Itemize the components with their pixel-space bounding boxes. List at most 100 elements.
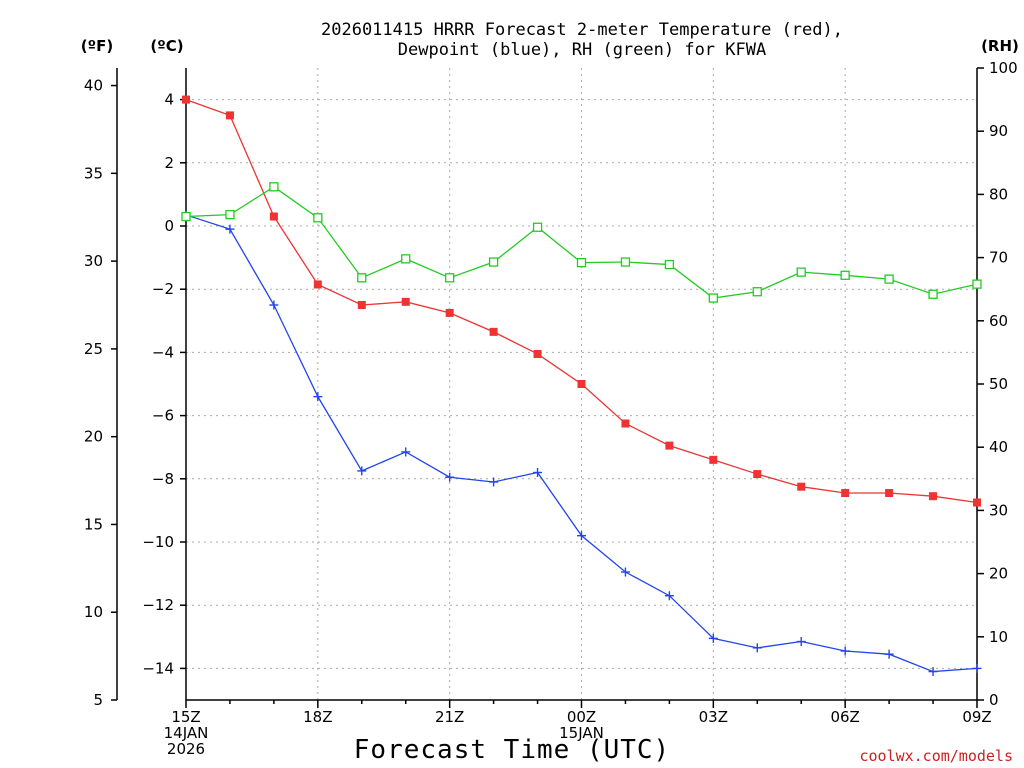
dewpoint-point — [357, 466, 367, 476]
rh-point — [796, 267, 806, 277]
dewpoint-point — [533, 467, 543, 477]
dewpoint-point — [972, 663, 982, 673]
rh-tick-label: 0 — [989, 691, 999, 709]
celsius-tick-label: −14 — [142, 659, 174, 677]
temperature-point — [753, 470, 762, 479]
rh-tick-label: 40 — [989, 438, 1008, 456]
celsius-tick-label: −4 — [152, 343, 174, 361]
x-tick-label: 15JAN — [559, 724, 604, 742]
x-tick-label: 06Z — [830, 708, 859, 726]
rh-point — [620, 257, 631, 267]
fahrenheit-tick-label: 10 — [84, 603, 103, 621]
dewpoint-point — [664, 591, 674, 601]
fahrenheit-unit-label: (ºF) — [81, 37, 113, 55]
temperature-point — [182, 95, 190, 104]
temperature-point — [577, 380, 586, 388]
title-line-1: 2026011415 HRRR Forecast 2-meter Tempera… — [321, 20, 843, 40]
chart-title: 2026011415 HRRR Forecast 2-meter Tempera… — [321, 20, 843, 60]
fahrenheit-tick-label: 35 — [84, 164, 103, 182]
temperature-point — [269, 212, 278, 221]
temperature-point — [621, 419, 630, 428]
temperature-point — [489, 327, 498, 336]
dewpoint-series — [181, 210, 982, 677]
plot-area — [181, 95, 982, 677]
fahrenheit-tick-label: 15 — [84, 515, 103, 533]
dewpoint-point — [489, 477, 499, 487]
title-line-2: Dewpoint (blue), RH (green) for KFWA — [398, 40, 766, 60]
rh-point — [225, 209, 235, 220]
dewpoint-point — [445, 472, 455, 482]
temperature-line — [185, 98, 978, 504]
celsius-tick-label: −6 — [152, 407, 174, 425]
rh-point — [928, 289, 938, 299]
rh-point — [576, 258, 587, 268]
temperature-point — [797, 482, 806, 491]
x-tick-label: 21Z — [435, 708, 464, 726]
x-tick-label: 18Z — [303, 708, 332, 726]
rh-point — [972, 279, 982, 289]
rh-tick-label: 60 — [989, 312, 1008, 330]
rh-tick-label: 10 — [989, 628, 1008, 646]
rh-point — [884, 274, 894, 284]
rh-point — [708, 293, 718, 303]
dewpoint-point — [884, 649, 894, 659]
temperature-point — [885, 489, 894, 498]
dewpoint-point — [401, 447, 411, 457]
fahrenheit-tick-label: 25 — [84, 340, 103, 358]
fahrenheit-tick-label: 40 — [84, 77, 103, 95]
rh-point — [357, 273, 367, 283]
celsius-tick-label: −2 — [152, 280, 174, 298]
celsius-tick-label: 0 — [164, 217, 174, 235]
rh-point — [532, 222, 543, 232]
dewpoint-point — [752, 643, 762, 653]
rh-tick-label: 100 — [989, 59, 1018, 77]
celsius-tick-label: −12 — [142, 596, 174, 614]
x-tick-label: 09Z — [962, 708, 991, 726]
temperature-point — [313, 280, 322, 289]
rh-tick-label: 70 — [989, 249, 1008, 267]
x-tick-label: 03Z — [699, 708, 728, 726]
rh-point — [664, 259, 675, 270]
rh-point — [752, 287, 762, 297]
rh-point — [401, 254, 411, 264]
x-tick-label: 00Z — [567, 708, 596, 726]
dewpoint-point — [840, 646, 850, 656]
temperature-series — [182, 95, 981, 507]
x-axis-label: Forecast Time (UTC) — [354, 735, 670, 765]
fahrenheit-tick-label: 20 — [84, 428, 103, 446]
celsius-tick-label: −8 — [152, 470, 174, 488]
x-tick-label: 14JAN — [164, 724, 209, 742]
rh-unit-label: (RH) — [981, 37, 1019, 55]
temperature-point — [709, 455, 718, 464]
temperature-point — [357, 301, 366, 309]
rh-point — [488, 257, 499, 267]
dewpoint-point — [225, 224, 235, 234]
tick-labels: 420−2−4−6−8−10−12−1440353025201510510090… — [84, 59, 1018, 758]
temperature-point — [445, 308, 454, 317]
rh-tick-label: 30 — [989, 501, 1008, 519]
fahrenheit-tick-label: 5 — [93, 691, 103, 709]
fahrenheit-tick-label: 30 — [84, 252, 103, 270]
celsius-tick-label: 4 — [164, 91, 174, 109]
temperature-point — [929, 492, 938, 501]
rh-tick-label: 80 — [989, 185, 1008, 203]
rh-tick-label: 50 — [989, 375, 1008, 393]
dewpoint-point — [620, 567, 630, 577]
rh-tick-label: 20 — [989, 565, 1008, 583]
temperature-point — [841, 489, 850, 498]
dewpoint-point — [577, 531, 586, 541]
dewpoint-point — [313, 392, 323, 402]
temperature-point — [225, 111, 234, 120]
rh-point — [840, 270, 850, 280]
rh-point — [181, 211, 191, 222]
temperature-point — [401, 297, 410, 306]
celsius-tick-label: 2 — [164, 154, 174, 172]
temperature-point — [973, 498, 981, 507]
rh-point — [445, 273, 455, 283]
temperature-point — [533, 349, 542, 358]
rh-point — [313, 213, 323, 223]
rh-series — [181, 182, 982, 303]
axes — [111, 67, 984, 708]
dewpoint-point — [269, 300, 279, 310]
